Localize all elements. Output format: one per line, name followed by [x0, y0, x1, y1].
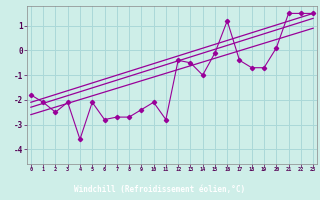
Text: Windchill (Refroidissement éolien,°C): Windchill (Refroidissement éolien,°C): [75, 185, 245, 194]
